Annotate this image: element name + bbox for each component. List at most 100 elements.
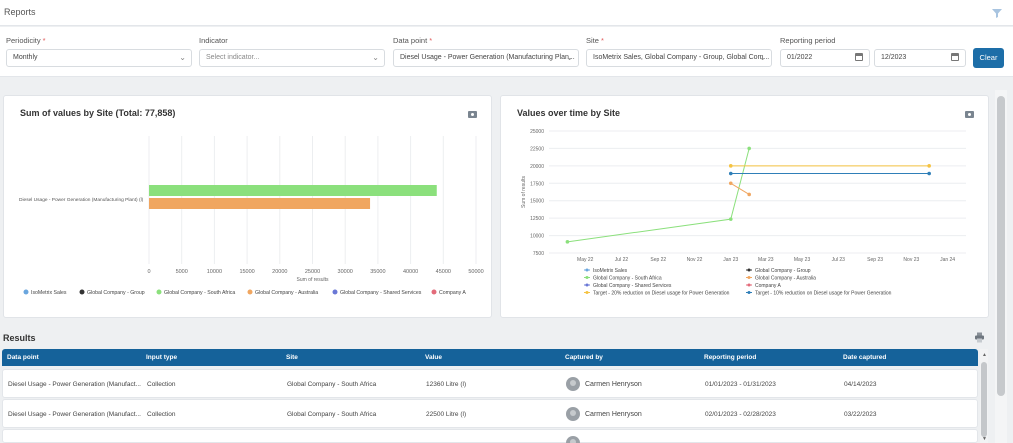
data-point: [747, 192, 751, 197]
legend-marker: [747, 276, 751, 279]
filter-bar: Periodicity * Monthly ⌄ Indicator Select …: [0, 27, 1013, 77]
site-value: IsoMetrix Sales, Global Company - Group,…: [593, 54, 770, 61]
avatar: [566, 407, 580, 421]
legend-label: Global Company - Shared Services: [593, 283, 672, 289]
x-tick-label: 50000: [468, 269, 483, 275]
indicator-select[interactable]: Select indicator... ⌄: [199, 49, 385, 67]
column-header[interactable]: Data point: [7, 354, 39, 361]
column-header[interactable]: Reporting period: [704, 354, 757, 361]
table-row[interactable]: Diesel Usage - Power Generation (Manufac…: [2, 399, 978, 428]
legend-label: Company A: [755, 283, 782, 289]
legend-marker: [747, 291, 751, 294]
cell-site: Global Company - South Africa: [287, 411, 377, 418]
y-tick-label: 22500: [530, 146, 544, 152]
legend-label: Target - 20% reduction on Diesel usage f…: [593, 290, 730, 296]
x-tick-label: May 22: [577, 257, 594, 263]
legend-label: Target - 10% reduction on Diesel usage f…: [755, 290, 892, 296]
calendar-icon[interactable]: [951, 53, 959, 61]
indicator-label: Indicator: [199, 36, 228, 45]
legend-marker: [585, 283, 589, 287]
bar-chart-panel: Sum of values by Site (Total: 77,858) 0 5…: [3, 95, 492, 318]
chevron-down-icon: ⌄: [566, 53, 573, 62]
cell-reporting-period: 01/01/2023 - 01/31/2023: [705, 381, 776, 388]
y-tick-label: 20000: [530, 164, 544, 170]
cell-input-type: Collection: [147, 381, 176, 388]
line-chart-title: Values over time by Site: [517, 108, 621, 118]
column-header[interactable]: Date captured: [843, 354, 887, 361]
site-select[interactable]: IsoMetrix Sales, Global Company - Group,…: [586, 49, 772, 67]
reporting-period-label: Reporting period: [780, 36, 836, 45]
data-point: [927, 171, 931, 176]
top-bar: Reports: [0, 0, 1013, 26]
scroll-down-icon[interactable]: ▼: [982, 436, 987, 442]
y-tick-label: 10000: [530, 234, 544, 240]
results-title: Results: [3, 333, 36, 343]
legend-marker: [79, 289, 85, 295]
x-tick-label: Jan 24: [940, 257, 955, 263]
legend-marker: [585, 268, 589, 272]
x-tick-label: Nov 22: [687, 257, 703, 263]
camera-icon[interactable]: [468, 111, 477, 118]
cell-input-type: Collection: [147, 411, 176, 418]
x-tick-label: May 23: [794, 257, 811, 263]
y-tick-label: 7500: [533, 251, 544, 257]
periodicity-value: Monthly: [13, 54, 38, 61]
column-header[interactable]: Input type: [146, 354, 178, 361]
table-row-partial[interactable]: [2, 429, 978, 443]
indicator-placeholder: Select indicator...: [206, 54, 260, 61]
cell-captured-by: Carmen Henryson: [585, 411, 642, 418]
legend-label: IsoMetrix Sales: [593, 268, 628, 274]
data-point-select[interactable]: Diesel Usage - Power Generation (Manufac…: [393, 49, 579, 67]
x-tick-label: Mar 23: [758, 257, 774, 263]
legend-label: IsoMetrix Sales: [31, 290, 67, 296]
page-scrollbar-thumb[interactable]: [997, 96, 1005, 396]
x-tick-label: 15000: [239, 269, 254, 275]
chevron-down-icon: ⌄: [179, 53, 186, 62]
x-tick-label: 40000: [403, 269, 418, 275]
clear-button[interactable]: Clear: [973, 48, 1004, 68]
data-point: [728, 171, 733, 176]
x-tick-label: Jan 23: [723, 257, 738, 263]
camera-icon[interactable]: [965, 111, 974, 118]
period-to-input[interactable]: 12/2023: [874, 49, 966, 67]
periodicity-select[interactable]: Monthly ⌄: [6, 49, 192, 67]
data-point: [728, 181, 733, 186]
data-point-label: Data point *: [393, 36, 433, 45]
avatar: [566, 436, 580, 443]
legend-marker: [156, 289, 162, 295]
period-from-input[interactable]: 01/2022: [780, 49, 870, 67]
column-header[interactable]: Captured by: [565, 354, 603, 361]
x-tick-label: 0: [147, 269, 150, 275]
x-tick-label: Jul 23: [832, 257, 846, 263]
table-row[interactable]: Diesel Usage - Power Generation (Manufac…: [2, 369, 978, 398]
period-to-value: 12/2023: [881, 54, 907, 61]
data-point: [927, 164, 931, 168]
data-point: [728, 164, 733, 168]
line-chart: 25000 22500 20000 17500 15000 12500 10000 7500 M…: [521, 129, 966, 296]
y-axis-label: Sum of results: [521, 176, 527, 208]
legend-label: Global Company - South Africa: [593, 275, 662, 281]
series-line: [730, 182, 750, 195]
x-tick-label: 45000: [436, 269, 451, 275]
x-tick-label: Jul 22: [615, 257, 629, 263]
filter-icon[interactable]: [991, 7, 1003, 19]
bar: [149, 185, 437, 196]
print-icon[interactable]: [974, 332, 985, 343]
legend-marker: [747, 283, 751, 287]
column-header[interactable]: Value: [425, 354, 442, 361]
column-header[interactable]: Site: [286, 354, 298, 361]
calendar-icon[interactable]: [855, 53, 863, 61]
legend-marker: [23, 289, 29, 295]
x-tick-label: 20000: [272, 269, 287, 275]
y-tick-label: 25000: [530, 129, 544, 135]
scroll-up-icon[interactable]: ▲: [982, 352, 987, 358]
legend-marker: [431, 289, 437, 295]
x-tick-label: 10000: [207, 269, 222, 275]
periodicity-label: Periodicity *: [6, 36, 46, 45]
cell-date-captured: 04/14/2023: [844, 381, 877, 388]
data-point: [747, 146, 751, 151]
table-scrollbar-thumb[interactable]: [981, 362, 987, 437]
legend-marker: [332, 289, 338, 295]
chevron-down-icon: ⌄: [759, 53, 766, 62]
legend-label: Global Company - South Africa: [164, 290, 235, 296]
